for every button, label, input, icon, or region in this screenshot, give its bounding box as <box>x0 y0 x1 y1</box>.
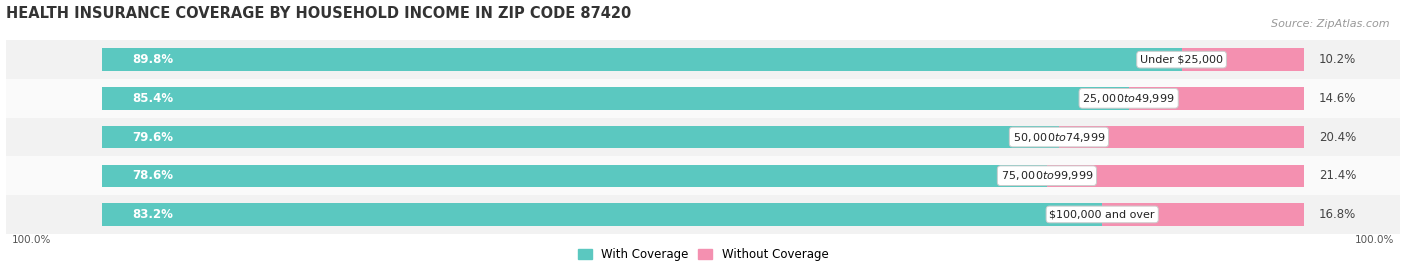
Text: 78.6%: 78.6% <box>132 169 173 182</box>
Bar <box>1059 126 1305 148</box>
Text: 79.6%: 79.6% <box>132 130 173 144</box>
Text: Source: ZipAtlas.com: Source: ZipAtlas.com <box>1271 19 1389 29</box>
Bar <box>101 164 1047 187</box>
Text: $75,000 to $99,999: $75,000 to $99,999 <box>1001 169 1092 182</box>
Bar <box>101 126 1059 148</box>
Text: $50,000 to $74,999: $50,000 to $74,999 <box>1012 130 1105 144</box>
Bar <box>1129 87 1305 110</box>
Bar <box>6 79 1400 118</box>
Bar <box>1102 203 1305 226</box>
Text: 100.0%: 100.0% <box>1355 235 1395 245</box>
Bar <box>6 156 1400 195</box>
Bar <box>101 203 1102 226</box>
Bar <box>1181 48 1305 71</box>
Text: Under $25,000: Under $25,000 <box>1140 55 1223 65</box>
Text: $25,000 to $49,999: $25,000 to $49,999 <box>1083 92 1175 105</box>
Bar <box>1047 164 1305 187</box>
Bar <box>101 48 1181 71</box>
Text: 100.0%: 100.0% <box>11 235 51 245</box>
Text: 16.8%: 16.8% <box>1319 208 1355 221</box>
Legend: With Coverage, Without Coverage: With Coverage, Without Coverage <box>572 243 834 265</box>
Text: 21.4%: 21.4% <box>1319 169 1355 182</box>
Text: 83.2%: 83.2% <box>132 208 173 221</box>
Text: 10.2%: 10.2% <box>1319 53 1355 66</box>
Text: 89.8%: 89.8% <box>132 53 173 66</box>
Text: 20.4%: 20.4% <box>1319 130 1355 144</box>
Bar <box>6 195 1400 234</box>
Bar <box>101 87 1129 110</box>
Bar <box>6 118 1400 156</box>
Bar <box>6 40 1400 79</box>
Text: $100,000 and over: $100,000 and over <box>1049 210 1154 220</box>
Text: HEALTH INSURANCE COVERAGE BY HOUSEHOLD INCOME IN ZIP CODE 87420: HEALTH INSURANCE COVERAGE BY HOUSEHOLD I… <box>6 6 631 21</box>
Text: 14.6%: 14.6% <box>1319 92 1355 105</box>
Text: 85.4%: 85.4% <box>132 92 173 105</box>
